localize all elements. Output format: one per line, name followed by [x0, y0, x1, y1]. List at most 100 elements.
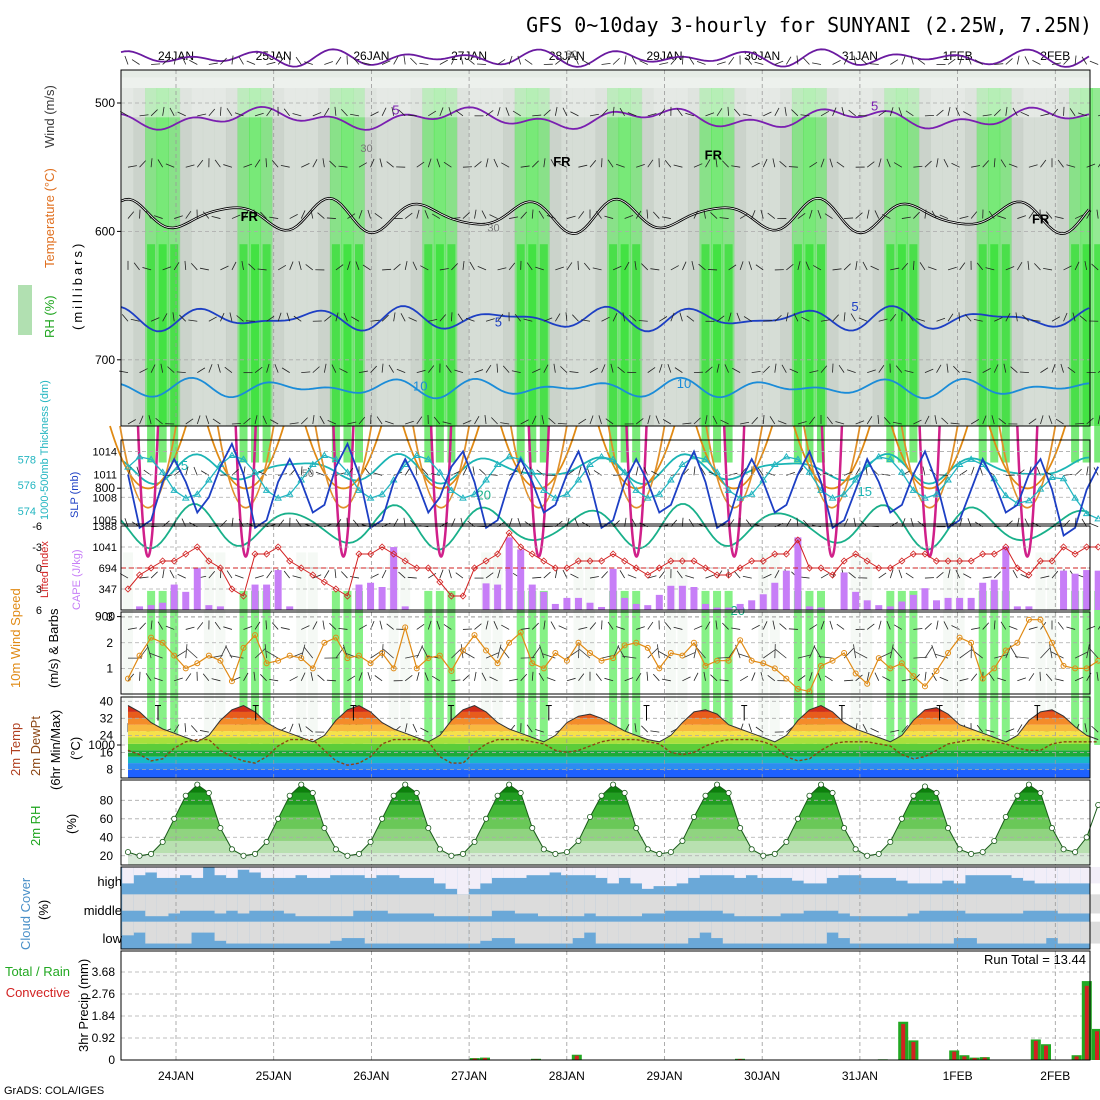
wind-barb	[485, 110, 494, 117]
wind-barb	[878, 318, 888, 322]
isotherm-line	[120, 376, 1090, 400]
rh-moist-core	[886, 244, 895, 463]
wind10-barb	[1049, 644, 1053, 659]
wind-barb	[866, 209, 870, 219]
cloud-clear-cell	[734, 921, 746, 944]
wind-barb	[176, 371, 186, 374]
pressure-tick-label: 1000	[88, 738, 115, 752]
cloud-clear-cell	[237, 921, 250, 944]
wind-barb	[439, 107, 444, 116]
wind-barb	[289, 213, 298, 219]
thickness-point	[586, 460, 594, 468]
lifted-index-point	[182, 550, 190, 558]
wind-barb	[959, 55, 963, 65]
cloud-clear-cell	[641, 921, 654, 944]
wind-barb	[797, 421, 807, 425]
wind-barb	[226, 570, 233, 579]
wind-barb	[385, 420, 394, 425]
wind-barb	[289, 723, 294, 733]
wind-barb	[322, 620, 325, 630]
cloud-clear-cell	[491, 867, 504, 878]
cloud-clear-cell	[133, 894, 146, 911]
wind-barb	[393, 312, 396, 322]
thickness-point	[459, 494, 467, 501]
wind-barb	[502, 365, 510, 373]
wind-barb	[664, 159, 672, 168]
isotherm-label: 20	[477, 488, 491, 503]
cloud-clear-cell	[1092, 921, 1100, 944]
wind-barb	[289, 422, 299, 425]
rh-point	[471, 838, 478, 845]
wind-barb	[497, 569, 501, 579]
isotherm-label: FR	[241, 209, 259, 224]
wind-barb	[160, 363, 164, 373]
cloud-clear-cell	[214, 867, 227, 876]
lifted-index-point	[967, 557, 975, 565]
rh-point	[898, 815, 905, 822]
wind-barb	[1096, 209, 1099, 219]
wind-barb	[901, 262, 909, 271]
wind-barb	[474, 161, 482, 168]
cloud-clear-cell	[514, 921, 527, 944]
wind-barb	[1020, 574, 1030, 579]
wind-barb	[858, 317, 868, 322]
wind-barb	[843, 56, 849, 65]
rh-column	[965, 88, 978, 426]
rh-point	[610, 781, 617, 788]
wind-barb	[436, 158, 441, 168]
cape-tick-label: 347	[99, 584, 117, 596]
wind-barb	[619, 570, 625, 579]
cloud-clear-cell	[457, 894, 469, 917]
wind-barb	[716, 315, 725, 322]
wind-barb	[629, 314, 637, 322]
rh-moist-core	[424, 244, 433, 463]
cloud-clear-cell	[272, 867, 284, 878]
rh-point	[737, 825, 744, 832]
top-date-label: 28JAN	[549, 49, 585, 63]
cloud-clear-cell	[942, 921, 954, 944]
rh-dry-patch	[203, 552, 214, 745]
rh-column	[295, 88, 308, 426]
cloud-clear-cell	[237, 867, 250, 870]
cloud-clear-cell	[133, 867, 146, 876]
wind-barb	[223, 626, 233, 630]
cloud-clear-cell	[1069, 867, 1081, 884]
wind10-point	[852, 670, 859, 677]
precip-frame	[120, 950, 1091, 1061]
lifted-index-point	[332, 585, 340, 593]
wind-barb	[370, 158, 375, 168]
wind-barb	[624, 55, 627, 65]
wind10-point	[517, 629, 524, 636]
cloud-clear-cell	[214, 921, 227, 941]
pressure-tick-label: 900	[95, 610, 115, 624]
rh-dry-patch	[123, 552, 133, 745]
rh-column	[734, 88, 747, 426]
wind-barb	[796, 517, 799, 527]
wind-barb	[953, 365, 960, 373]
wind-barb	[627, 574, 637, 579]
surface-isotherm-arc	[890, 425, 969, 490]
wind-barb	[578, 673, 585, 682]
lifted-index-point	[1059, 543, 1068, 551]
precip-convective-bar	[972, 1058, 977, 1060]
wind-barb	[634, 260, 637, 270]
rh-low-moist	[147, 590, 156, 745]
wind-barb	[169, 569, 175, 579]
rh-point	[945, 825, 952, 832]
wind10-point	[205, 652, 212, 659]
cloud-clear-cell	[445, 894, 458, 917]
wind-barb	[379, 620, 383, 630]
wind-barb	[162, 266, 172, 271]
rh-column	[942, 88, 955, 426]
thickness-point	[539, 486, 548, 493]
wind-barb	[836, 161, 845, 168]
wind-barb	[1000, 159, 1007, 168]
slp-tick-label: 1005	[93, 515, 117, 527]
wind10-barb	[797, 654, 812, 659]
wind-barb	[581, 319, 591, 322]
precip-convective-bar	[962, 1056, 967, 1060]
thickness-point	[897, 468, 906, 475]
thickness-point	[1025, 496, 1033, 504]
cloud-clear-cell	[457, 867, 469, 895]
